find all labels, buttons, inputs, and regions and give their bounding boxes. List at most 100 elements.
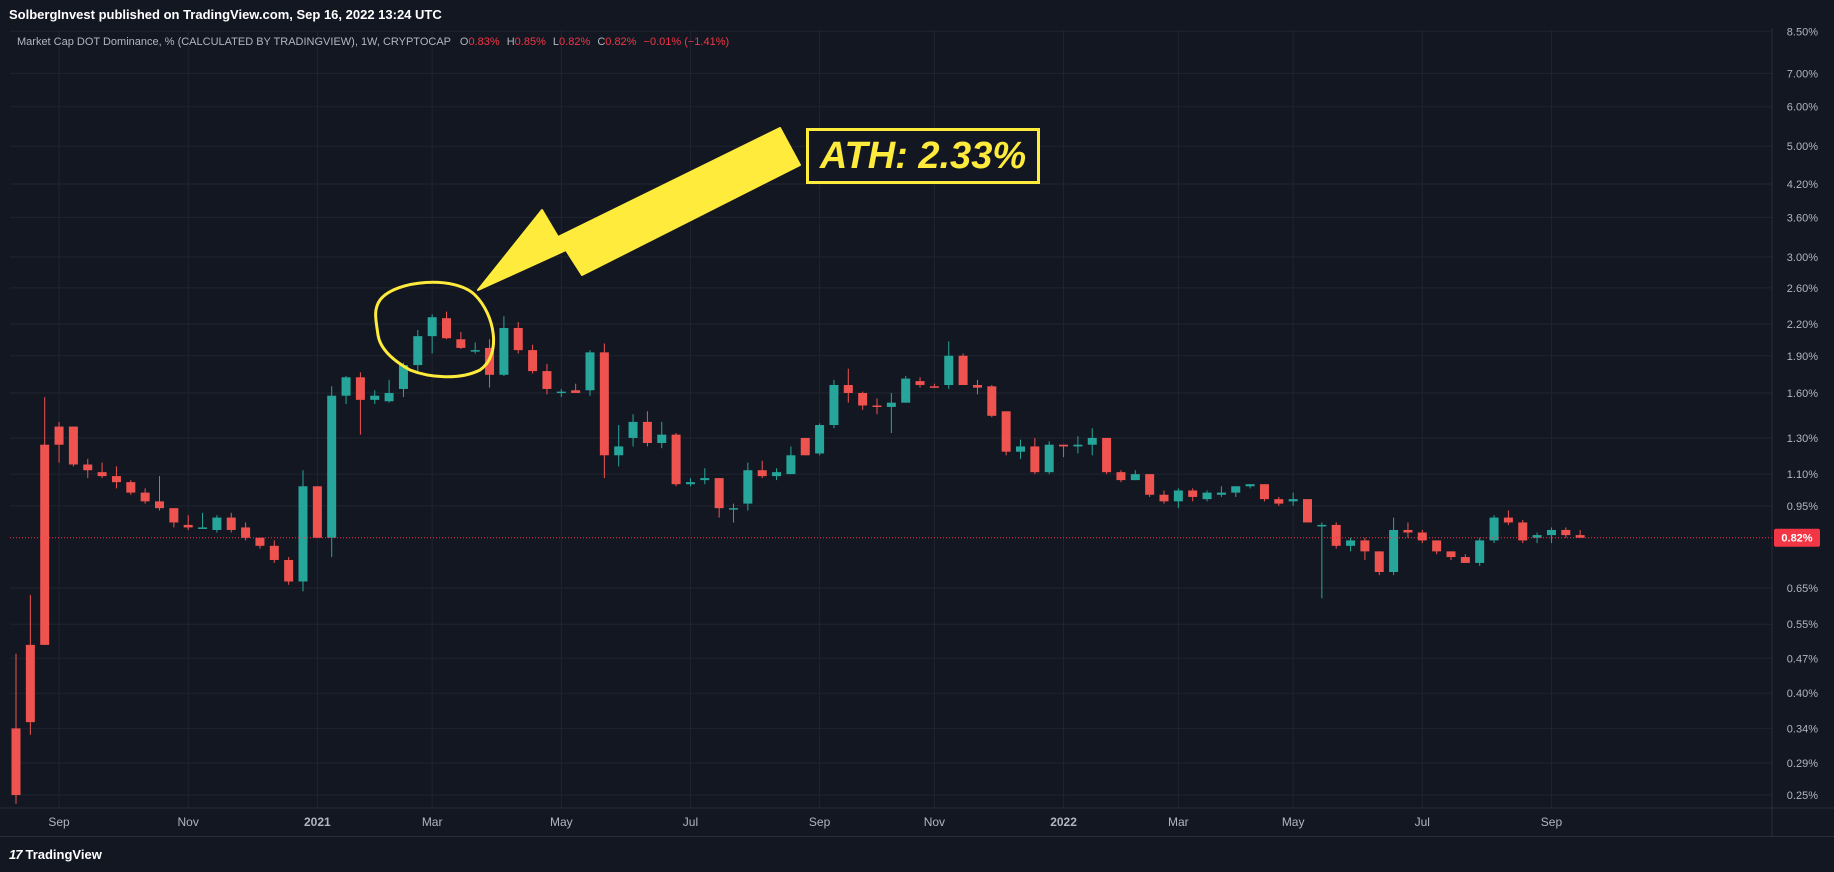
candle-body — [1489, 517, 1499, 541]
candle-body — [126, 482, 136, 493]
candle-body — [54, 426, 64, 445]
candle-body — [111, 476, 121, 483]
candle-body — [1231, 486, 1241, 493]
candle — [513, 322, 523, 354]
candle-body — [1503, 517, 1513, 523]
candle-body — [815, 425, 825, 454]
candle-body — [226, 517, 236, 530]
candle-body — [1403, 529, 1413, 533]
candle — [1216, 486, 1226, 497]
candle-body — [183, 524, 193, 528]
candle — [929, 383, 939, 388]
change-value: −0.01% (−1.41%) — [643, 36, 730, 48]
candle — [743, 462, 753, 511]
x-tick-label: Jul — [1415, 815, 1430, 829]
candle-body — [843, 384, 853, 393]
candle — [241, 522, 251, 541]
candle — [312, 486, 322, 538]
candle — [54, 421, 64, 463]
candle — [1087, 428, 1097, 456]
candle-body — [25, 644, 35, 723]
candle-body — [987, 386, 997, 416]
candle-body — [1001, 411, 1011, 452]
candle-body — [685, 482, 695, 485]
publisher-bar: SolbergInvest published on TradingView.c… — [0, 0, 1834, 28]
candle — [327, 386, 337, 558]
candle-body — [1274, 499, 1284, 504]
close-label: C — [597, 36, 606, 48]
symbol-legend[interactable]: Market Cap DOT Dominance, % (CALCULATED … — [17, 36, 729, 48]
candle — [384, 379, 394, 403]
candle — [815, 423, 825, 456]
candle-body — [1288, 499, 1298, 502]
candle-body — [155, 501, 164, 509]
x-tick-label: Sep — [1541, 815, 1563, 829]
candle-body — [1518, 522, 1528, 541]
candle-body — [1030, 446, 1040, 473]
candle-body — [571, 390, 581, 393]
candle-body — [1259, 484, 1269, 500]
x-tick-label: Sep — [809, 815, 831, 829]
candle-body — [556, 391, 566, 394]
candle-body — [1073, 444, 1083, 447]
candle — [542, 363, 552, 395]
candle — [987, 384, 997, 418]
candle-body — [915, 381, 925, 385]
candle-body — [298, 486, 308, 582]
candle-body — [140, 492, 150, 502]
candle — [255, 537, 265, 549]
candle-body — [384, 392, 394, 402]
candle — [155, 476, 164, 511]
candle-body — [269, 545, 279, 560]
symbol-description: Market Cap DOT Dominance, % (CALCULATED … — [17, 36, 451, 48]
candle — [700, 468, 710, 485]
candle — [212, 515, 222, 533]
annotation-arrow — [477, 127, 801, 291]
candle-body — [743, 470, 753, 504]
candle — [915, 377, 925, 388]
candle — [355, 372, 365, 435]
x-axis[interactable]: Sep Nov 2021 Mar May Jul Sep Nov 2022 Mar May Jul Se… — [0, 807, 1834, 829]
candle-body — [786, 455, 796, 475]
candle-body — [456, 339, 466, 348]
tradingview-logo[interactable]: 17 TradingView — [9, 847, 102, 862]
y-tick-label: 0.65% — [1787, 583, 1818, 595]
candle — [1188, 488, 1198, 502]
y-axis[interactable]: 8.50% 7.00% 6.00% 5.00% 4.20% 3.60% 3.00% 2.60%… — [1771, 26, 1834, 836]
candle — [183, 515, 193, 530]
candle-body — [1145, 474, 1155, 495]
candle-body — [528, 350, 538, 372]
candle — [1403, 522, 1413, 538]
y-tick-label: 5.00% — [1787, 141, 1818, 153]
candle — [757, 460, 767, 479]
x-tick-label: May — [550, 815, 573, 829]
candle-body — [1087, 437, 1097, 445]
candle-body — [929, 386, 939, 388]
candle — [800, 437, 810, 456]
candle-body — [1317, 524, 1327, 527]
candle-body — [255, 537, 265, 546]
candle-body — [1417, 532, 1427, 541]
candle-body — [284, 559, 294, 582]
candle-body — [40, 444, 50, 645]
candle — [226, 512, 236, 533]
candle — [83, 458, 93, 479]
candle — [1016, 439, 1025, 459]
x-tick-label: Mar — [1168, 815, 1189, 829]
open-label: O — [459, 36, 469, 48]
candle-body — [958, 355, 968, 385]
candle — [1245, 484, 1255, 489]
candle — [398, 362, 408, 398]
candle-body — [1202, 492, 1212, 500]
candle-body — [1188, 490, 1198, 497]
candle-body — [1216, 492, 1226, 495]
candle-body — [97, 472, 107, 477]
candle — [1303, 499, 1312, 523]
candle-body — [700, 478, 710, 481]
candle-body — [212, 517, 222, 530]
tradingview-logo-icon: 17 — [9, 847, 23, 862]
candle — [642, 411, 652, 447]
candle-body — [1173, 490, 1183, 502]
candle-body — [1159, 494, 1169, 502]
